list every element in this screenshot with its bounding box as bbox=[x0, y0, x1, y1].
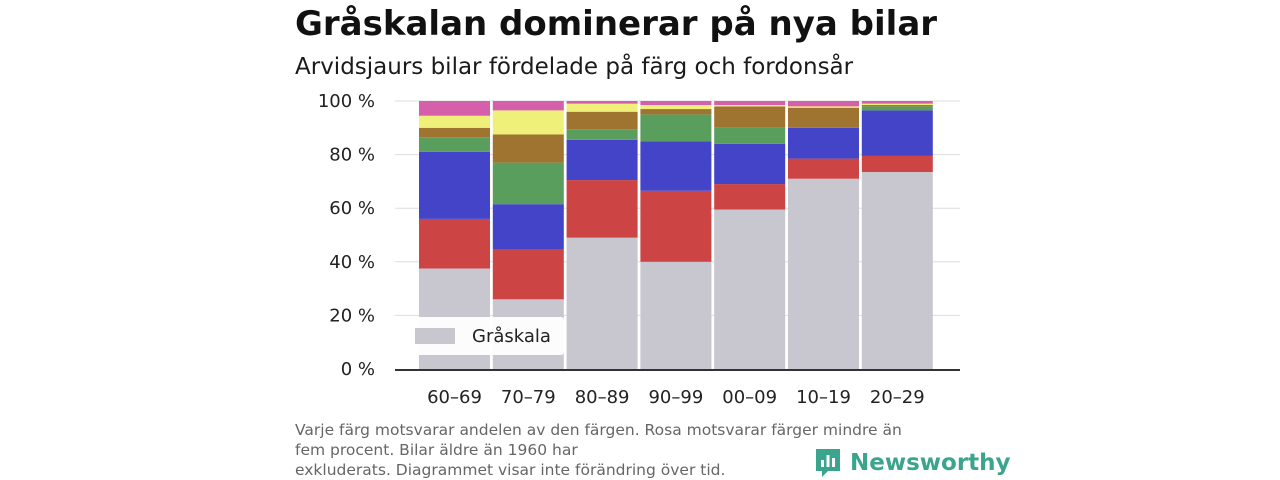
brand-name: Newsworthy bbox=[850, 450, 1011, 476]
bar-segment bbox=[861, 101, 933, 104]
chart-footnote: Varje färg motsvarar andelen av den färg… bbox=[295, 420, 975, 480]
bar-segment bbox=[566, 101, 638, 104]
bar-segment bbox=[788, 127, 859, 159]
bar-segment bbox=[714, 127, 786, 144]
bar-segment bbox=[861, 172, 933, 369]
newsworthy-logo-icon bbox=[816, 449, 840, 477]
x-tick-label: 70–79 bbox=[501, 387, 556, 408]
x-tick-label: 60–69 bbox=[427, 387, 482, 408]
bar-segment bbox=[714, 101, 786, 106]
y-tick-label: 100 % bbox=[318, 91, 375, 112]
bar-segment bbox=[492, 101, 564, 111]
bar-segment bbox=[640, 114, 712, 142]
stacked-bar-chart: 0 % 20 % 40 % 60 % 80 % 100 % 60–69 70–79 80–89… bbox=[318, 91, 960, 408]
bar-segment bbox=[714, 184, 786, 210]
legend-label: Gråskala bbox=[472, 326, 551, 347]
bar-segment bbox=[566, 111, 638, 130]
bar-segment bbox=[714, 106, 786, 128]
footnote-line: exkluderats. Diagrammet visar inte förän… bbox=[295, 461, 726, 479]
y-tick-label: 40 % bbox=[329, 252, 375, 273]
y-tick-label: 20 % bbox=[329, 305, 375, 326]
bar-segment bbox=[714, 209, 786, 369]
bar-segment bbox=[640, 261, 712, 369]
bar-segment bbox=[419, 151, 490, 219]
bar-segment bbox=[640, 105, 712, 110]
bar-segment bbox=[788, 106, 859, 108]
footnote-line: fem procent. Bilar äldre än 1960 har bbox=[295, 441, 578, 459]
legend-swatch bbox=[415, 328, 455, 344]
bar-segment bbox=[788, 158, 859, 179]
bar-segment bbox=[788, 101, 859, 107]
chart-subtitle: Arvidsjaurs bilar fördelade på färg och … bbox=[295, 54, 854, 80]
bar-segment bbox=[714, 105, 786, 107]
bar-segment bbox=[861, 110, 933, 156]
bar-segment bbox=[788, 178, 859, 369]
bar-segment bbox=[419, 218, 490, 269]
bar-segment bbox=[492, 162, 564, 205]
bar-segment bbox=[492, 134, 564, 163]
bar-segment bbox=[419, 115, 490, 128]
x-tick-label: 20–29 bbox=[870, 387, 925, 408]
footnote-line: Varje färg motsvarar andelen av den färg… bbox=[295, 421, 902, 439]
bar-segment bbox=[861, 105, 933, 107]
chart-card: Gråskalan dominerar på nya bilar Arvidsj… bbox=[295, 0, 1011, 480]
bar-segment bbox=[419, 137, 490, 152]
bar-segment bbox=[492, 110, 564, 135]
bar-segment bbox=[861, 155, 933, 173]
bar-segment bbox=[640, 101, 712, 106]
bar-segment bbox=[566, 103, 638, 112]
bar-segment bbox=[492, 204, 564, 250]
bar-segment bbox=[566, 139, 638, 181]
bar-segment bbox=[788, 107, 859, 128]
x-tick-label: 90–99 bbox=[648, 387, 703, 408]
y-axis-ticks: 0 % 20 % 40 % 60 % 80 % 100 % bbox=[318, 91, 375, 380]
bar-segment bbox=[861, 103, 933, 106]
bar-segment bbox=[714, 143, 786, 185]
legend: Gråskala bbox=[404, 317, 564, 355]
brand: Newsworthy bbox=[814, 446, 1011, 480]
x-tick-label: 80–89 bbox=[575, 387, 630, 408]
bar-segment bbox=[419, 127, 490, 138]
y-tick-label: 80 % bbox=[329, 145, 375, 166]
legend-box bbox=[404, 317, 564, 355]
bar-segment bbox=[492, 249, 564, 300]
bar-segment bbox=[566, 237, 638, 369]
x-tick-label: 00–09 bbox=[722, 387, 777, 408]
y-tick-label: 60 % bbox=[329, 198, 375, 219]
bar-segment bbox=[640, 141, 712, 191]
bar-segment bbox=[640, 190, 712, 262]
bar-segment bbox=[566, 129, 638, 140]
chart-title: Gråskalan dominerar på nya bilar bbox=[295, 4, 938, 44]
x-axis-ticks: 60–69 70–79 80–89 90–99 00–09 10–19 20–29 bbox=[427, 387, 925, 408]
bar-segment bbox=[861, 106, 933, 111]
bar-segment bbox=[566, 180, 638, 238]
y-tick-label: 0 % bbox=[341, 359, 375, 380]
x-tick-label: 10–19 bbox=[796, 387, 851, 408]
bar-segment bbox=[640, 109, 712, 115]
bar-segment bbox=[419, 101, 490, 116]
